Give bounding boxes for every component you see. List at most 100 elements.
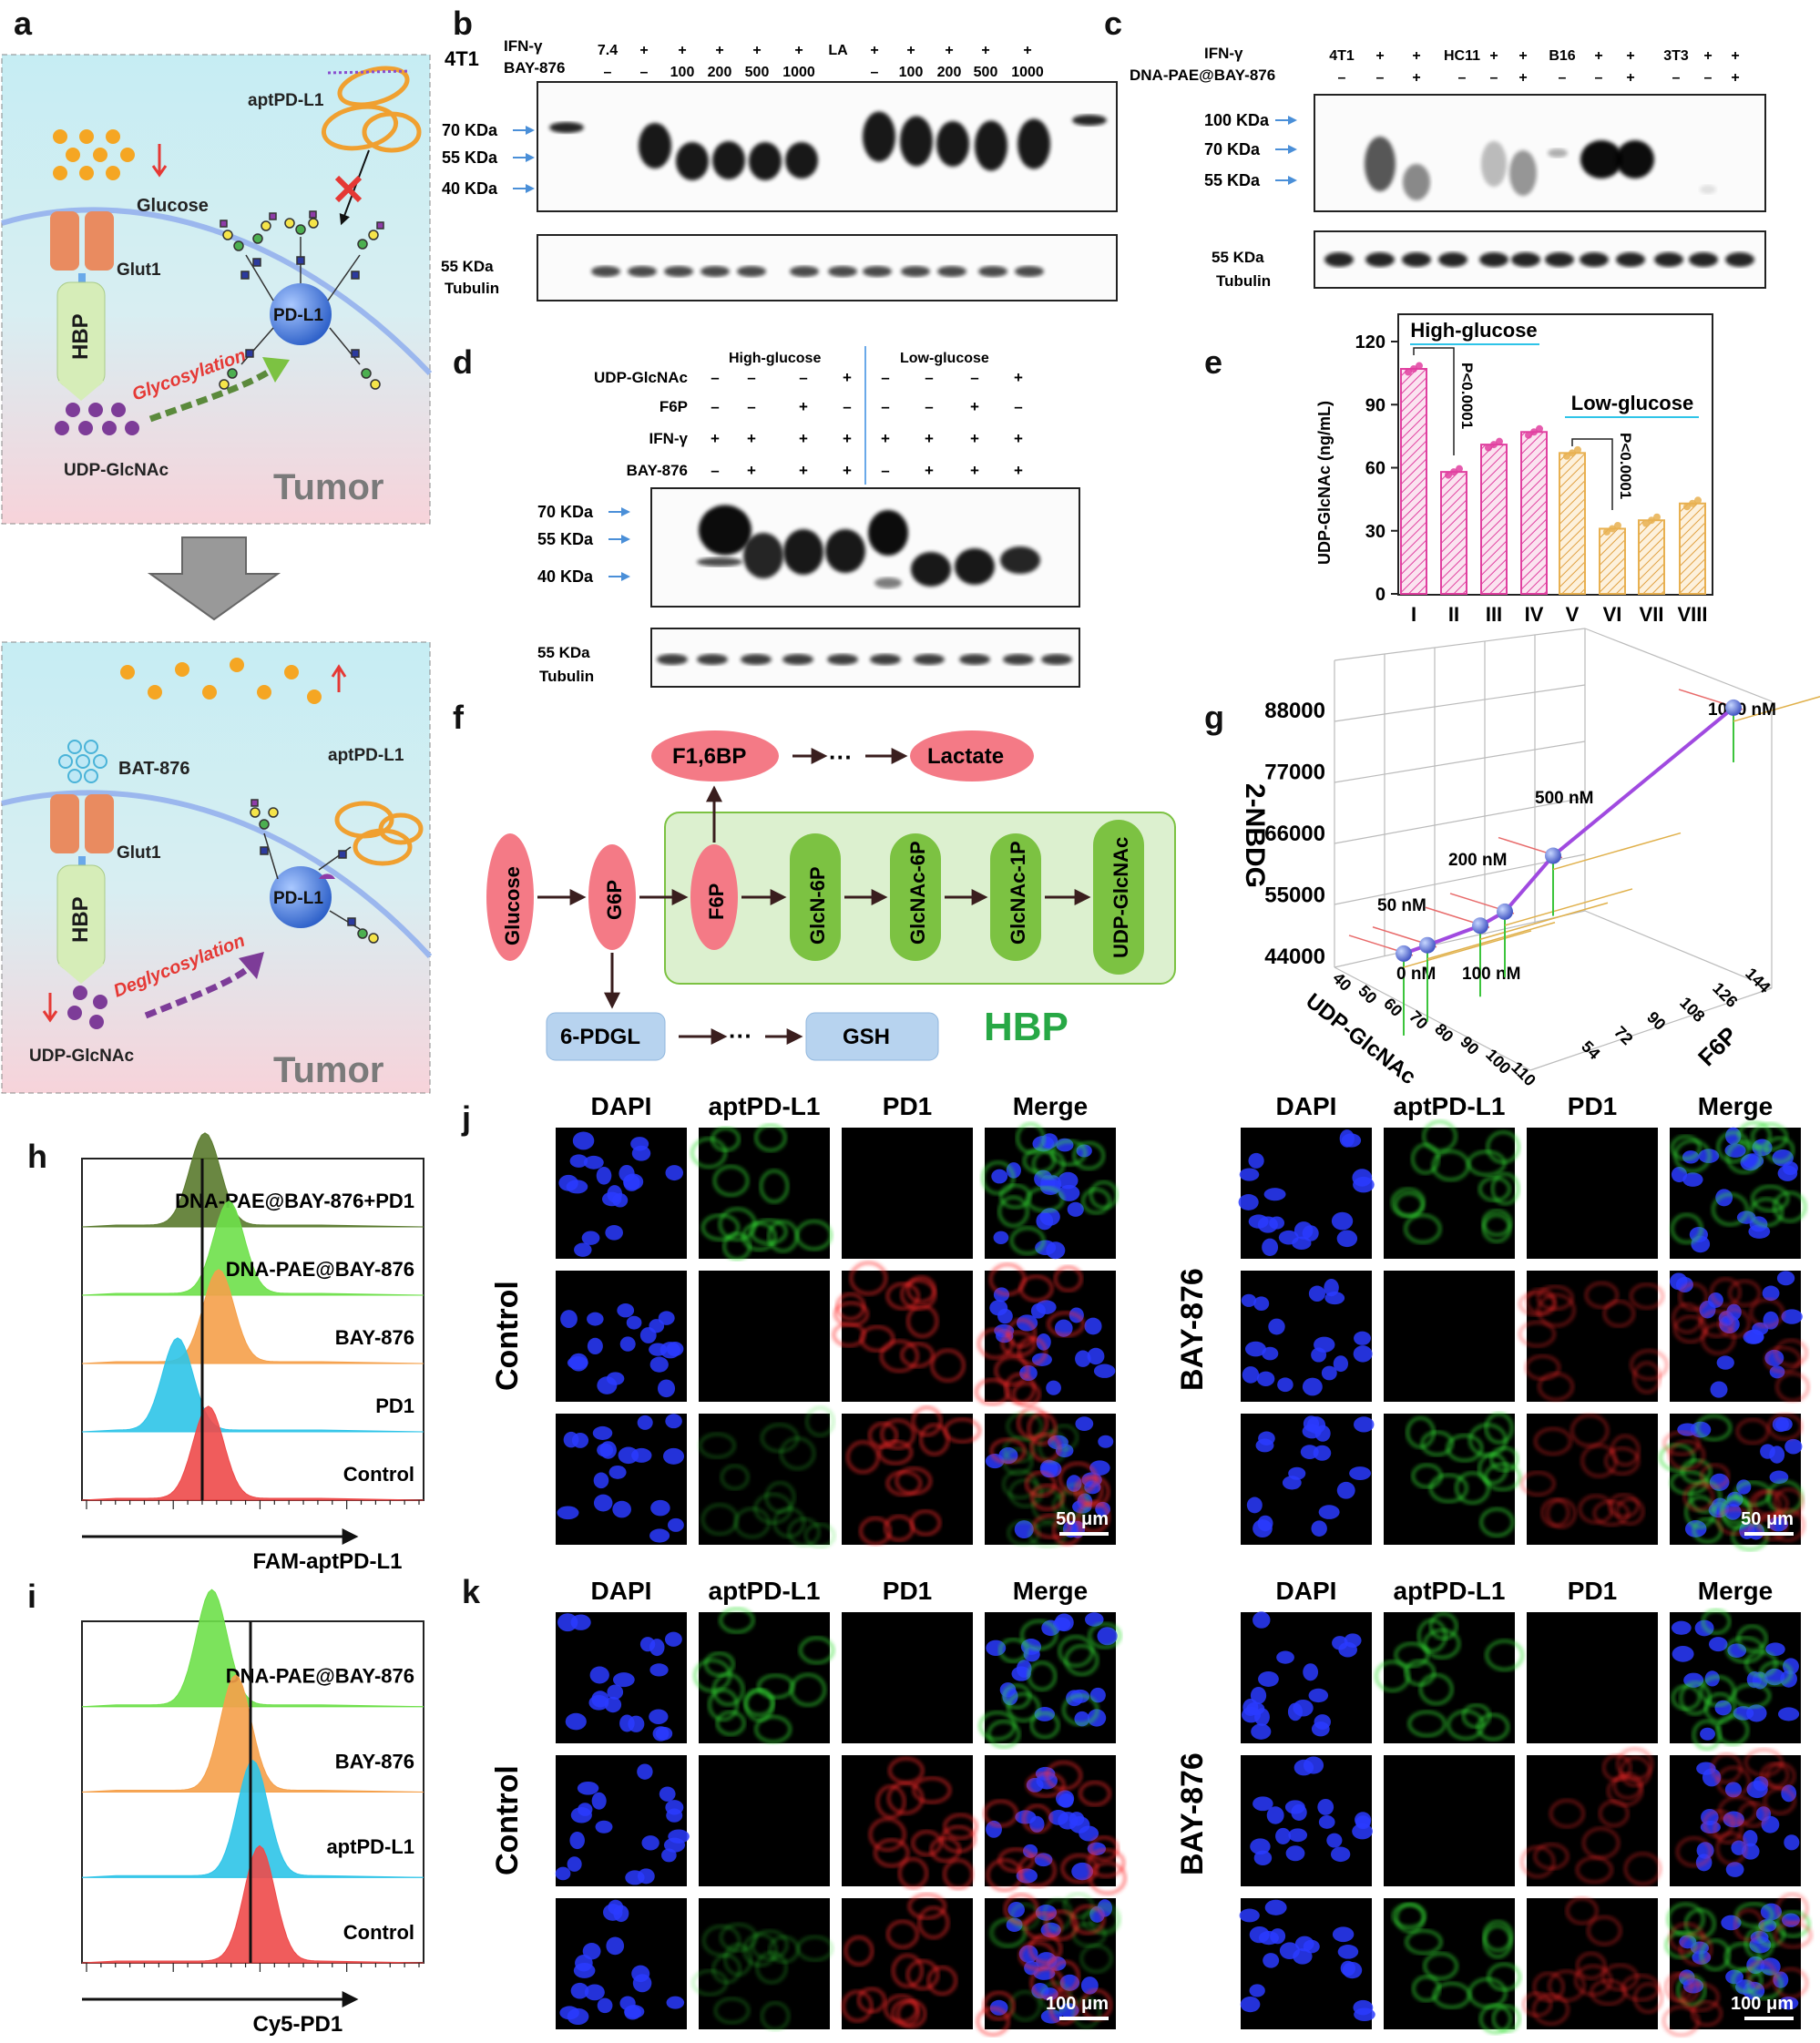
j-membrane	[1773, 1191, 1807, 1222]
j-membrane	[1422, 1120, 1457, 1152]
panel-a-schematic: Glucose Glut1 HBP UDP-GlcNAc Glycosylati…	[1, 54, 433, 1094]
g-point-3	[1497, 903, 1513, 920]
k-membrane	[1520, 1845, 1556, 1878]
k-membrane	[976, 2007, 1010, 2037]
k-membrane	[1716, 1766, 1751, 1797]
e-dot-5-2	[1614, 521, 1621, 529]
j-nucleus	[1098, 1435, 1114, 1448]
udp-dots-top	[55, 403, 139, 435]
k-membrane	[1065, 1644, 1099, 1676]
j-membrane	[1770, 1508, 1805, 1542]
d-row-0-lane-1: –	[747, 369, 755, 386]
k-nucleus	[1733, 1706, 1754, 1721]
k-membrane	[1485, 1640, 1524, 1671]
j-membrane	[1668, 1440, 1705, 1471]
k-membrane	[1009, 1990, 1041, 2021]
node-lactate-label: Lactate	[927, 744, 1004, 769]
i-curve-3	[81, 1844, 424, 1964]
k-nucleus	[1258, 1670, 1279, 1687]
d-band-5	[911, 552, 951, 587]
i-curve-1	[81, 1674, 424, 1793]
j-membrane	[1052, 1515, 1082, 1546]
g-ztick-1: 55000	[1264, 884, 1325, 908]
e-bar-2	[1480, 444, 1508, 595]
g-ytick-4: 80	[1431, 1020, 1457, 1046]
k-col-0-2: PD1	[883, 1577, 932, 1605]
j-membrane	[1670, 1470, 1709, 1496]
k-nucleus	[607, 1684, 624, 1700]
k-membrane	[1030, 1711, 1059, 1739]
d-row-3-lane-0: –	[711, 462, 719, 479]
j-membrane	[1630, 1282, 1664, 1310]
k-membrane	[1775, 1910, 1811, 1937]
b-tub-band-0	[591, 266, 620, 277]
j-membrane	[1751, 1122, 1788, 1151]
j-nucleus	[1278, 1230, 1299, 1245]
node-glucose-label: Glucose	[501, 866, 524, 945]
d-band-7	[1000, 547, 1040, 574]
k-membrane	[1733, 1683, 1771, 1709]
j-nucleus	[1075, 1350, 1091, 1367]
k-col-0-3: Merge	[1013, 1577, 1088, 1605]
k-nucleus	[649, 1663, 669, 1677]
k-nucleus	[632, 1974, 652, 1993]
j-nucleus	[649, 1343, 668, 1356]
d-tub-band-7	[959, 654, 990, 665]
j-nucleus	[1087, 1347, 1105, 1365]
g-point-2	[1472, 917, 1488, 935]
j-nucleus	[1302, 1377, 1323, 1396]
k-nucleus	[1750, 1930, 1769, 1945]
j-side-0: Control	[490, 1281, 525, 1391]
j-membrane	[878, 1440, 913, 1465]
j-membrane	[1692, 1517, 1723, 1543]
k-nucleus	[1746, 1780, 1768, 1799]
j-nucleus	[1242, 1366, 1260, 1384]
g-ztick-4: 88000	[1264, 699, 1325, 723]
c-tub-band-2	[1402, 252, 1431, 267]
k-membrane	[1582, 1827, 1620, 1859]
h-curve-1	[81, 1200, 424, 1296]
j-membrane	[1673, 1315, 1708, 1343]
k-nucleus	[1340, 1960, 1355, 1977]
k-membrane	[799, 1637, 834, 1664]
k-nucleus	[1672, 1645, 1694, 1662]
j-nucleus	[1339, 1129, 1355, 1148]
k-membrane	[1734, 1902, 1774, 1927]
e-xtick-4: V	[1566, 603, 1580, 626]
j-membrane	[1484, 1463, 1521, 1491]
c-tub-band-0	[1324, 252, 1354, 267]
k-membrane	[1633, 1983, 1663, 2014]
g-ytick-0: 40	[1329, 969, 1355, 995]
k-membrane	[1533, 1972, 1565, 2002]
k-nucleus	[559, 2006, 579, 2020]
g-box-edge-6	[1529, 987, 1773, 1071]
k-membrane	[714, 1997, 751, 2024]
e-dot-7-0	[1683, 503, 1691, 511]
j-membrane	[1738, 1121, 1772, 1149]
k-nucleus	[625, 1870, 645, 1885]
e-dot-3-0	[1525, 431, 1532, 439]
k-nucleus	[1303, 1756, 1324, 1774]
k-nucleus	[641, 1835, 659, 1851]
k-membrane	[1548, 1969, 1586, 2002]
g-point-label-4: 500 nM	[1535, 789, 1593, 808]
j-membrane	[1003, 1435, 1036, 1464]
d-row-2-lane-4: +	[881, 430, 890, 447]
k-membrane	[1088, 1622, 1121, 1649]
j-nucleus	[1256, 1371, 1275, 1386]
e-dot-2-0	[1485, 444, 1492, 452]
k-nucleus	[1355, 1812, 1372, 1828]
g-ztick-0: 44000	[1264, 945, 1325, 969]
j-nucleus	[1777, 1165, 1798, 1181]
k-membrane	[1423, 1952, 1458, 1980]
j-nucleus	[1710, 1381, 1728, 1398]
j-nucleus	[1084, 1317, 1102, 1335]
glucose-dots-bottom	[120, 658, 322, 704]
j-membrane	[1032, 1514, 1071, 1539]
k-membrane	[1079, 1781, 1111, 1806]
b-lane-ifn-7: +	[870, 43, 878, 58]
b-cell-label: 4T1	[445, 47, 479, 70]
k-nucleus	[1029, 1815, 1045, 1833]
j-membrane	[1518, 1292, 1557, 1316]
i-label-2: aptPD-L1	[326, 1835, 414, 1858]
